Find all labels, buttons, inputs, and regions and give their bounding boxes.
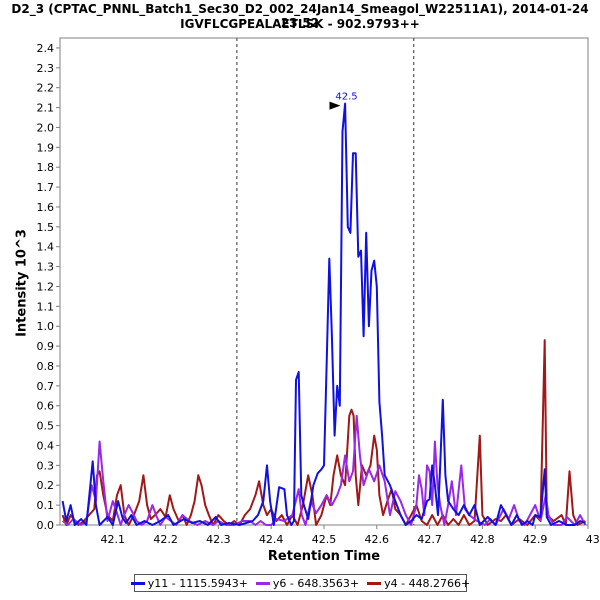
y-tick-label: 2.4 (37, 42, 55, 55)
legend-label: y11 - 1115.5943+ (147, 576, 248, 590)
y-tick-label: 2.3 (37, 62, 55, 75)
y-tick-label: 0.1 (37, 499, 55, 512)
y-tick-label: 0.7 (37, 380, 55, 393)
x-tick-label: 42.5 (312, 533, 337, 546)
y-tick-label: 0.3 (37, 459, 55, 472)
y-tick-label: 2.1 (37, 102, 55, 115)
x-tick-label: 42.1 (101, 533, 126, 546)
x-tick-label: 42.3 (206, 533, 231, 546)
y-tick-label: 0.2 (37, 479, 55, 492)
legend-item: y4 - 448.2766+ (367, 577, 470, 590)
y-tick-label: 1.5 (37, 221, 55, 234)
legend-label: y6 - 648.3563+ (272, 576, 360, 590)
x-axis-title: Retention Time (267, 549, 381, 564)
y-tick-label: 2.0 (37, 121, 55, 134)
x-tick-label: 42.4 (259, 533, 284, 546)
y-tick-label: 1.8 (37, 161, 55, 174)
x-tick-label: 42.9 (523, 533, 548, 546)
x-tick-label: 43.0 (586, 533, 600, 546)
y-tick-label: 1.9 (37, 141, 55, 154)
legend-swatch (367, 581, 382, 585)
legend: y11 - 1115.5943+ y6 - 648.3563+ y4 - 448.2… (130, 574, 470, 592)
y-axis-title: Intensity 10^3 (14, 229, 30, 337)
x-tick-label: 42.8 (470, 533, 495, 546)
chart-title: D2_3 (CPTAC_PNNL_Batch1_Sec30_D2_002_24J… (11, 2, 589, 30)
x-tick-label: 42.6 (365, 533, 390, 546)
legend-label: y4 - 448.2766+ (384, 576, 471, 590)
legend-swatch (255, 581, 270, 585)
y-tick-label: 1.3 (37, 261, 55, 274)
legend-item: y6 - 648.3563+ (255, 576, 360, 590)
x-tick-label: 42.7 (417, 533, 442, 546)
series-line (61, 102, 586, 526)
peak-marker (329, 101, 341, 110)
series-line (61, 339, 586, 526)
y-tick-label: 0.5 (37, 420, 55, 433)
y-tick-label: 0.0 (37, 519, 55, 532)
y-tick-label: 1.2 (37, 280, 55, 293)
legend-item: y11 - 1115.5943+ (130, 576, 248, 590)
y-tick-label: 1.0 (37, 320, 55, 333)
y-tick-label: 2.2 (37, 82, 55, 95)
y-tick-label: 0.6 (37, 400, 55, 413)
y-tick-label: 1.1 (37, 300, 55, 313)
chart-subtitle: IGVFLCGPEALAETLSK - 902.9793++ (180, 17, 420, 31)
y-tick-label: 0.8 (37, 360, 55, 373)
peak-label: 42.5 (335, 92, 357, 103)
y-tick-label: 1.6 (37, 201, 55, 214)
y-tick-label: 0.4 (37, 439, 55, 452)
x-tick-label: 42.2 (153, 533, 178, 546)
y-tick-label: 1.4 (37, 241, 55, 254)
legend-swatch (130, 581, 145, 585)
y-tick-label: 1.7 (37, 181, 55, 194)
y-tick-label: 0.9 (37, 340, 55, 353)
